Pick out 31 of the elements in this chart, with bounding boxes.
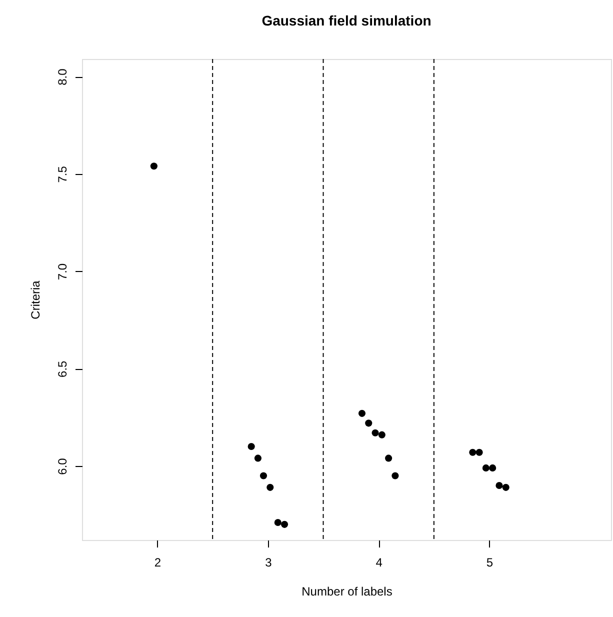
point	[482, 464, 490, 472]
x-tick-label: 4	[376, 556, 383, 570]
point	[260, 472, 268, 480]
y-tick-label: 8.0	[56, 68, 70, 86]
point	[378, 431, 386, 438]
point	[476, 448, 483, 456]
point	[365, 420, 372, 427]
point	[489, 464, 496, 472]
y-axis-title: Criteria	[28, 280, 42, 320]
point	[392, 472, 399, 480]
point	[254, 454, 262, 462]
point	[358, 410, 366, 417]
x-tick-label: 3	[265, 556, 272, 570]
y-tick-label: 6.5	[56, 360, 70, 378]
point	[469, 448, 476, 456]
point	[280, 520, 288, 528]
x-tick-label: 2	[154, 556, 162, 570]
x-tick-label: 5	[486, 556, 494, 570]
x-axis-title: Number of labels	[302, 584, 392, 598]
y-tick-label: 6.0	[56, 458, 70, 475]
point	[266, 484, 274, 491]
point	[274, 518, 282, 526]
point	[248, 442, 255, 450]
point	[150, 162, 158, 170]
point	[385, 454, 392, 462]
point	[502, 484, 510, 491]
point	[372, 429, 379, 436]
y-tick-label: 7.5	[56, 166, 70, 183]
y-tick-label: 7.0	[56, 263, 70, 280]
point	[496, 482, 503, 490]
chart-title: Gaussian field simulation	[262, 12, 432, 28]
